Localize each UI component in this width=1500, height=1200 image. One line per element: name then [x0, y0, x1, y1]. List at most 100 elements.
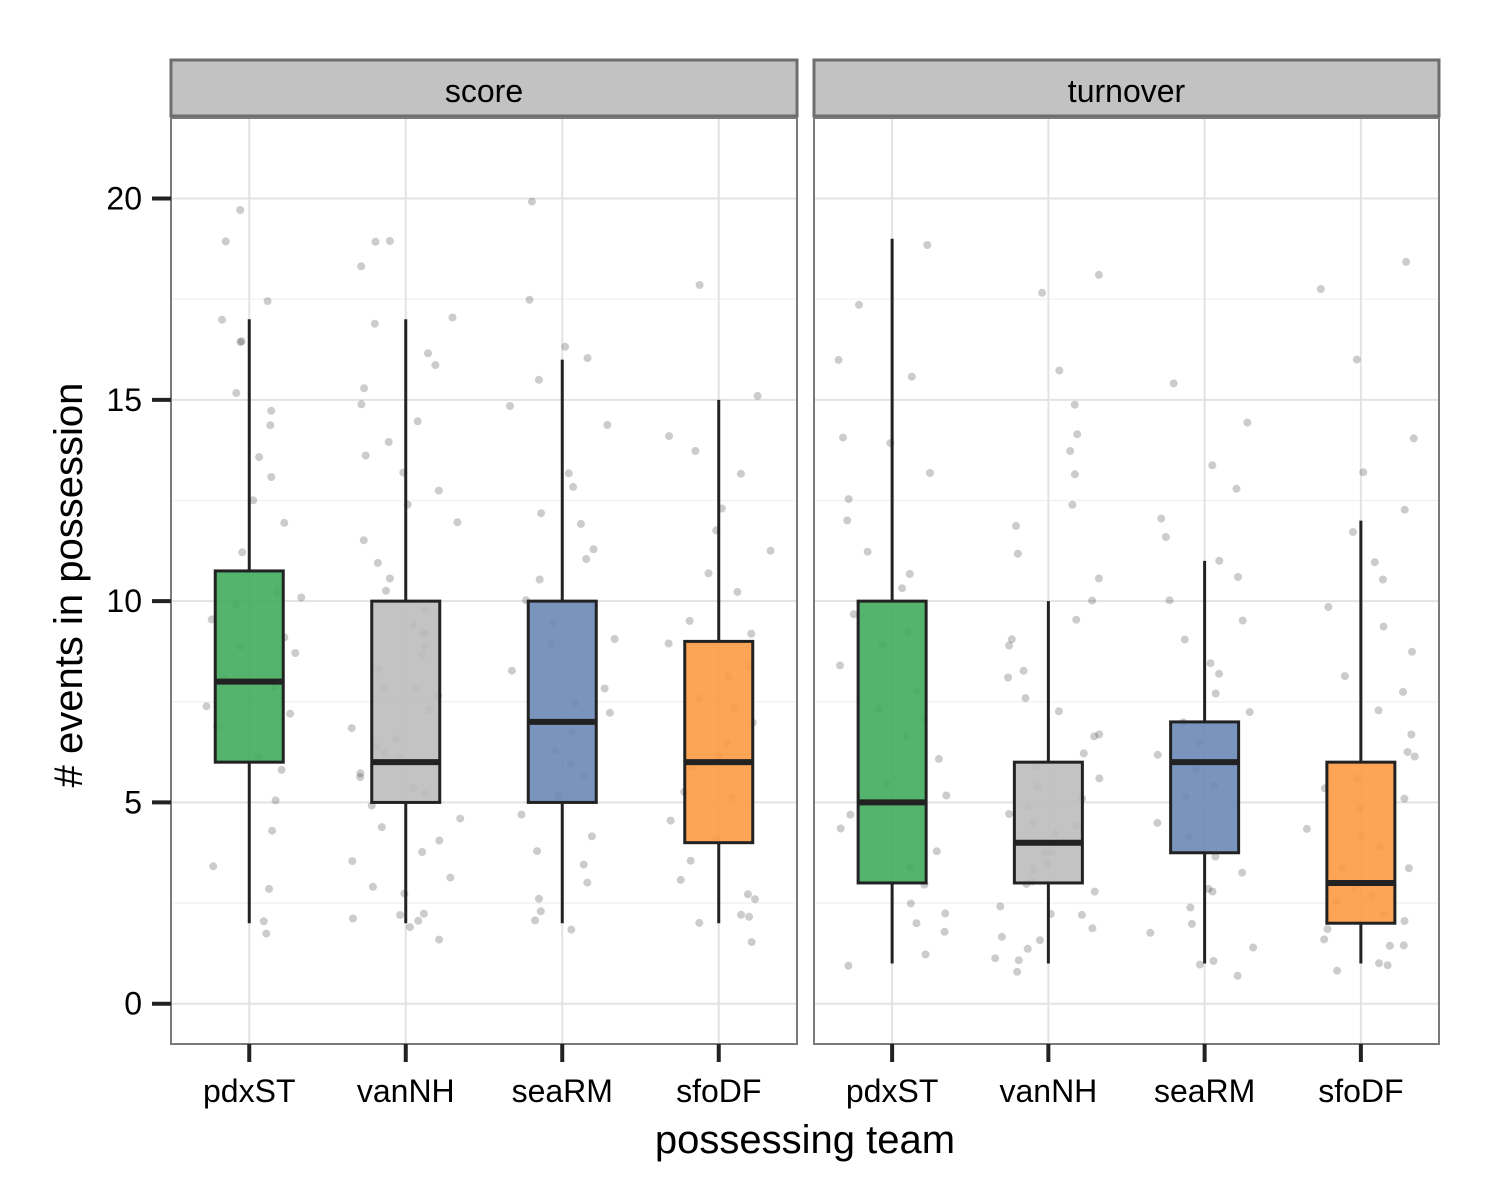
- point-pdxST: [209, 862, 218, 871]
- point-vanNH: [1079, 749, 1088, 758]
- point-vanNH: [1023, 944, 1032, 953]
- point-seaRM: [1187, 919, 1196, 928]
- point-vanNH: [357, 400, 366, 409]
- point-sfoDF: [1340, 672, 1349, 681]
- point-pdxST: [855, 300, 863, 309]
- point-sfoDF: [1399, 687, 1407, 696]
- point-vanNH: [413, 417, 422, 426]
- point-seaRM: [535, 575, 544, 584]
- panel-turnover: turnover pdxST vanNH seaRM sfoDF: [812, 58, 1441, 1109]
- point-vanNH: [435, 836, 444, 845]
- point-pdxST: [836, 661, 844, 670]
- box-turnover-sfoDF: [1325, 520, 1397, 964]
- point-sfoDF: [1323, 925, 1332, 934]
- point-seaRM: [576, 519, 585, 528]
- point-seaRM: [534, 375, 543, 384]
- point-pdxST: [834, 355, 843, 364]
- facet-label-score: score: [445, 73, 523, 109]
- point-vanNH: [1070, 470, 1079, 479]
- panel-border: [170, 117, 798, 1045]
- point-sfoDF: [1402, 257, 1411, 266]
- point-sfoDF: [1316, 285, 1325, 293]
- point-pdxST: [921, 950, 930, 959]
- point-vanNH: [1013, 967, 1022, 976]
- point-vanNH: [356, 769, 365, 778]
- point-vanNH: [1054, 707, 1063, 716]
- point-pdxST: [202, 702, 211, 711]
- y-tick-label: 20: [106, 181, 142, 217]
- point-seaRM: [1211, 689, 1220, 698]
- point-vanNH: [453, 518, 462, 527]
- point-seaRM: [1153, 750, 1162, 759]
- point-vanNH: [434, 486, 443, 495]
- point-pdxST: [941, 909, 950, 918]
- point-seaRM: [567, 925, 576, 934]
- point-pdxST: [898, 584, 907, 593]
- point-pdxST: [236, 338, 245, 347]
- point-pdxST: [221, 237, 230, 246]
- point-sfoDF: [1400, 505, 1409, 514]
- box-score-sfoDF: [683, 399, 755, 924]
- point-sfoDF: [666, 816, 675, 825]
- point-pdxST: [297, 593, 306, 602]
- point-sfoDF: [1404, 864, 1413, 873]
- point-vanNH: [419, 909, 428, 918]
- point-vanNH: [1035, 936, 1044, 945]
- point-sfoDF: [685, 616, 694, 625]
- facet-strip-score: [169, 58, 799, 118]
- point-pdxST: [844, 495, 853, 504]
- point-vanNH: [1005, 810, 1014, 818]
- point-vanNH: [424, 349, 432, 358]
- point-vanNH: [385, 237, 394, 245]
- point-vanNH: [1073, 430, 1082, 439]
- point-vanNH: [414, 916, 423, 925]
- point-sfoDF: [1399, 941, 1408, 950]
- point-sfoDF: [686, 856, 695, 865]
- point-vanNH: [1012, 521, 1020, 530]
- point-vanNH: [1068, 500, 1077, 509]
- panel-border: [813, 117, 1440, 1045]
- point-seaRM: [1249, 943, 1258, 952]
- point-sfoDF: [1400, 917, 1409, 925]
- point-vanNH: [1072, 615, 1081, 624]
- point-sfoDF: [1379, 622, 1388, 631]
- point-sfoDF: [766, 546, 775, 555]
- point-sfoDF: [745, 912, 754, 921]
- point-seaRM: [1153, 818, 1162, 827]
- point-seaRM: [1204, 884, 1213, 893]
- point-vanNH: [357, 262, 366, 271]
- point-vanNH: [1019, 666, 1028, 675]
- box-iqr: [1325, 760, 1397, 925]
- point-vanNH: [1088, 924, 1097, 933]
- point-seaRM: [536, 907, 545, 916]
- x-tick-label-pdxST: pdxST: [203, 1073, 295, 1109]
- point-pdxST: [839, 433, 847, 442]
- point-vanNH: [360, 384, 369, 393]
- box-iqr: [213, 569, 285, 764]
- point-vanNH: [1095, 730, 1104, 739]
- point-sfoDF: [1407, 730, 1416, 739]
- point-seaRM: [1243, 418, 1252, 427]
- point-sfoDF: [704, 569, 713, 578]
- point-vanNH: [996, 902, 1005, 911]
- point-vanNH: [431, 361, 440, 370]
- point-seaRM: [1238, 616, 1247, 625]
- point-sfoDF: [737, 910, 746, 919]
- point-seaRM: [579, 860, 588, 869]
- point-sfoDF: [747, 629, 756, 638]
- point-seaRM: [1234, 573, 1242, 581]
- point-seaRM: [583, 878, 592, 887]
- point-vanNH: [435, 935, 444, 944]
- point-seaRM: [1180, 635, 1189, 644]
- x-tick-label-vanNH: vanNH: [999, 1073, 1097, 1109]
- point-sfoDF: [1378, 575, 1387, 584]
- point-vanNH: [384, 438, 393, 446]
- point-sfoDF: [733, 587, 742, 596]
- point-sfoDF: [1359, 468, 1368, 477]
- point-seaRM: [517, 810, 526, 819]
- point-seaRM: [1169, 379, 1178, 388]
- point-pdxST: [849, 610, 858, 619]
- point-pdxST: [905, 570, 914, 578]
- point-vanNH: [382, 586, 390, 595]
